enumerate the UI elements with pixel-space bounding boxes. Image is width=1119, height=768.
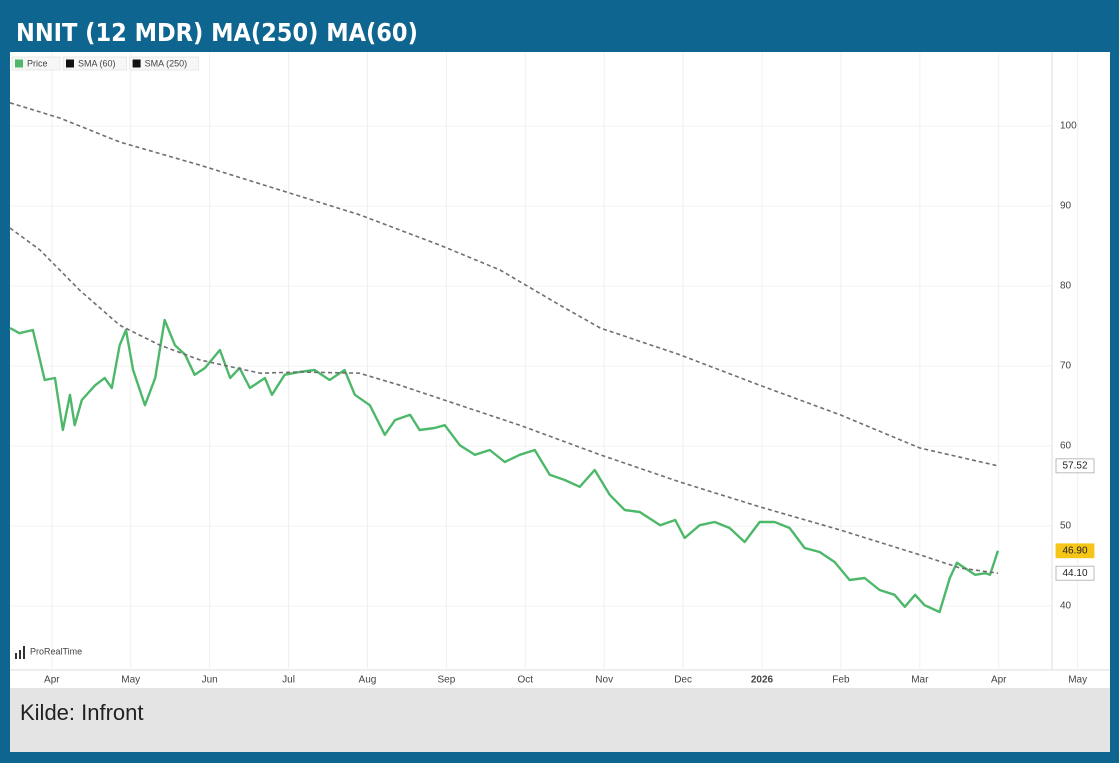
x-tick-label: Mar — [911, 675, 929, 686]
last-value-tag — [1055, 565, 1095, 581]
legend-item: SMA (60) — [62, 56, 127, 71]
x-tick-label: May — [121, 675, 140, 686]
x-tick-label: Apr — [991, 675, 1007, 686]
legend-label: SMA (250) — [145, 58, 188, 68]
x-tick-label: Oct — [517, 675, 533, 686]
y-tick-label: 70 — [1060, 361, 1072, 372]
legend-box — [129, 56, 199, 71]
labels: 40 50 60 70 80 90 100 Apr May Jun Jul Aug Sep Oct Nov D… — [44, 121, 1095, 686]
y-tick-label: 100 — [1060, 121, 1077, 132]
x-tick-label: Apr — [44, 675, 60, 686]
legend-label: SMA (60) — [78, 58, 116, 68]
x-tick-label: Feb — [832, 675, 850, 686]
y-tick-label: 80 — [1060, 281, 1072, 292]
legend-item: SMA (250) — [129, 56, 199, 71]
x-tick-label: Nov — [595, 675, 613, 686]
legend-box — [11, 56, 61, 71]
watermark-icon — [15, 646, 25, 659]
legend-box — [62, 56, 127, 71]
last-value-tag — [1055, 458, 1095, 474]
legend-swatch — [132, 59, 141, 68]
last-value-label: 46.90 — [1062, 545, 1087, 556]
x-tick-label: Aug — [359, 675, 377, 686]
y-tick-label: 90 — [1060, 201, 1072, 212]
series-line — [9, 102, 999, 467]
y-tick-label: 60 — [1060, 441, 1072, 452]
x-tick-label: Sep — [437, 675, 455, 686]
last-value-tag — [1055, 543, 1095, 559]
footer — [10, 688, 1110, 752]
x-tick-label: Jul — [282, 675, 295, 686]
y-tick-label: 50 — [1060, 521, 1072, 532]
last-value-label: 57.52 — [1062, 460, 1087, 471]
x-tick-label: Dec — [674, 675, 692, 686]
legend-swatch — [15, 59, 23, 68]
series-line — [9, 318, 1000, 614]
chart-title: NNIT (12 MDR) MA(250) MA(60) — [16, 18, 418, 47]
y-tick-label: 40 — [1060, 601, 1072, 612]
legend-item: Price — [11, 56, 61, 71]
watermark: ProRealTime — [30, 646, 82, 656]
x-tick-label: 2026 — [751, 675, 774, 686]
lines — [9, 102, 1000, 614]
series-line — [9, 227, 999, 574]
last-value-label: 44.10 — [1062, 568, 1087, 579]
x-tick-label: Jun — [202, 675, 218, 686]
legend-label: Price — [27, 58, 48, 68]
x-tick-label: May — [1068, 675, 1087, 686]
source-note: Kilde: Infront — [20, 700, 144, 725]
legend-swatch — [66, 59, 74, 68]
